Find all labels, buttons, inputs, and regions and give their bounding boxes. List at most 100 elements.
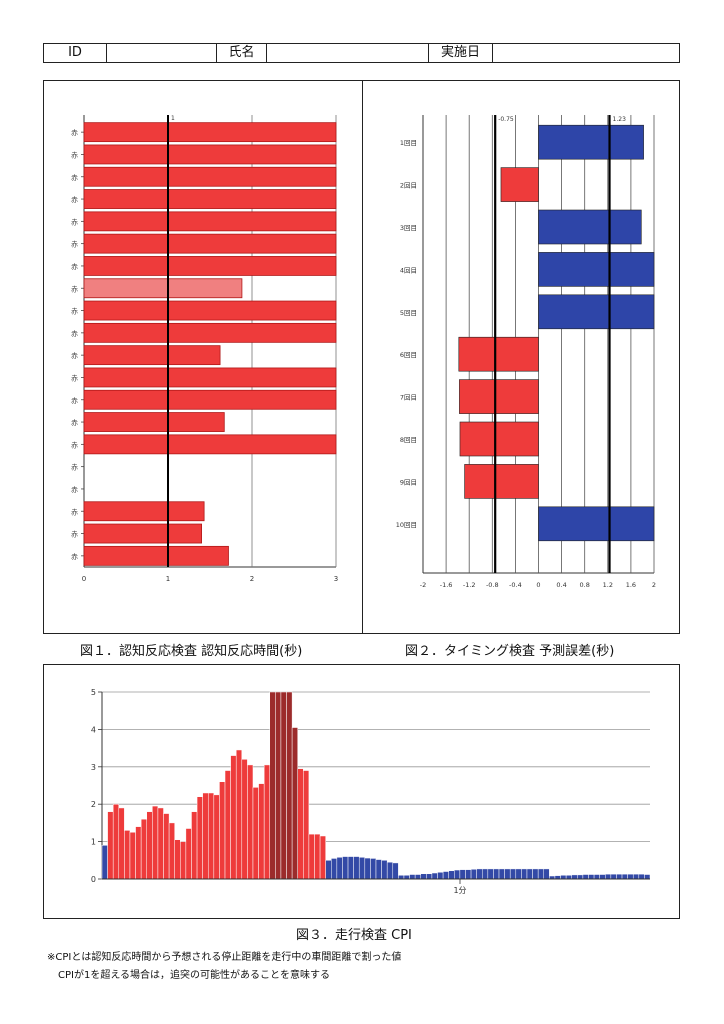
date-value-cell[interactable] xyxy=(493,44,679,62)
bar xyxy=(504,868,511,880)
x-tick-label: 0.4 xyxy=(556,581,566,589)
date-label: 実施日 xyxy=(429,44,493,62)
note-line-2: CPIが1を超える場合は，追突の可能性があることを意味する xyxy=(58,970,331,981)
bar xyxy=(621,873,628,880)
bar xyxy=(392,862,399,880)
row-label: 赤 xyxy=(71,285,78,293)
bar xyxy=(252,787,259,880)
bar xyxy=(610,873,617,880)
bar xyxy=(458,336,539,372)
x-tick-label: -1.6 xyxy=(440,581,453,589)
row-label: 赤 xyxy=(71,151,78,159)
bar xyxy=(487,868,494,880)
bar xyxy=(83,144,337,165)
bar xyxy=(336,857,343,880)
bar xyxy=(83,278,243,299)
bar xyxy=(644,874,651,880)
bar xyxy=(224,770,231,880)
row-label: 赤 xyxy=(71,486,78,494)
bar xyxy=(247,764,254,880)
bar xyxy=(459,421,539,457)
bar xyxy=(565,875,572,880)
bar xyxy=(386,861,394,880)
row-label: 10回目 xyxy=(396,521,417,529)
bar xyxy=(464,464,539,499)
bar xyxy=(269,691,276,880)
bar xyxy=(526,868,533,880)
bar xyxy=(521,868,528,880)
bar xyxy=(582,874,589,880)
bar xyxy=(124,830,131,880)
bar xyxy=(537,868,545,880)
name-value-cell[interactable] xyxy=(267,44,429,62)
row-label: 赤 xyxy=(71,374,78,382)
x-tick-label: -1.2 xyxy=(463,581,476,589)
bar xyxy=(398,875,405,880)
bar xyxy=(538,294,655,330)
bar xyxy=(342,856,349,880)
bar xyxy=(509,868,517,880)
bar xyxy=(83,412,225,432)
bar xyxy=(112,803,120,880)
bar xyxy=(83,300,337,321)
reference-line-label: 1 xyxy=(171,115,175,122)
bar xyxy=(358,857,366,880)
bar xyxy=(638,873,645,880)
bar xyxy=(129,832,136,880)
bar xyxy=(470,869,477,880)
row-label: 赤 xyxy=(71,174,78,182)
bar xyxy=(476,868,483,880)
x-tick-label: -2 xyxy=(420,581,426,589)
bar xyxy=(599,874,606,880)
bar xyxy=(538,124,644,160)
bar xyxy=(538,506,655,542)
bar xyxy=(353,856,360,880)
bar xyxy=(448,870,455,880)
bar xyxy=(308,833,315,880)
bar xyxy=(303,770,310,880)
bar xyxy=(180,841,187,880)
name-label: 氏名 xyxy=(217,44,267,62)
bar xyxy=(560,875,567,880)
row-label: 1回目 xyxy=(400,139,417,147)
x-tick-label: 2 xyxy=(652,581,656,589)
row-label: 赤 xyxy=(71,419,78,427)
bar xyxy=(632,873,640,880)
bar xyxy=(83,523,202,544)
bar xyxy=(83,122,337,143)
bar xyxy=(275,691,282,880)
bar xyxy=(185,828,192,880)
row-label: 8回目 xyxy=(400,436,417,444)
bar xyxy=(493,868,500,880)
bar xyxy=(83,345,221,366)
bar xyxy=(554,875,561,880)
note-line-1: ※CPIとは認知反応時間から予想される停止距離を走行中の車間距離で割った値 xyxy=(47,952,402,963)
row-label: 9回目 xyxy=(400,478,417,486)
bar xyxy=(409,874,416,880)
bar xyxy=(174,839,181,880)
bar xyxy=(459,869,466,880)
bar xyxy=(538,252,655,287)
bar xyxy=(83,545,229,566)
bar xyxy=(403,875,410,880)
bar xyxy=(538,209,642,245)
bar xyxy=(83,501,205,522)
bar xyxy=(498,868,505,880)
bar xyxy=(515,868,522,880)
row-label: 赤 xyxy=(71,464,78,472)
cpi-chart: 0 1 2 3 4 5 1分 xyxy=(91,688,651,895)
bar xyxy=(364,857,371,880)
bar xyxy=(532,868,539,880)
bar xyxy=(83,233,337,254)
row-label: 赤 xyxy=(71,397,78,405)
row-label: 赤 xyxy=(71,129,78,137)
bar xyxy=(202,792,209,880)
bar xyxy=(319,835,326,880)
row-label: 赤 xyxy=(71,330,78,338)
bar xyxy=(370,858,377,880)
bar xyxy=(577,874,584,880)
row-label: 赤 xyxy=(71,441,78,449)
bar xyxy=(314,833,321,880)
id-value-cell[interactable] xyxy=(107,44,217,62)
